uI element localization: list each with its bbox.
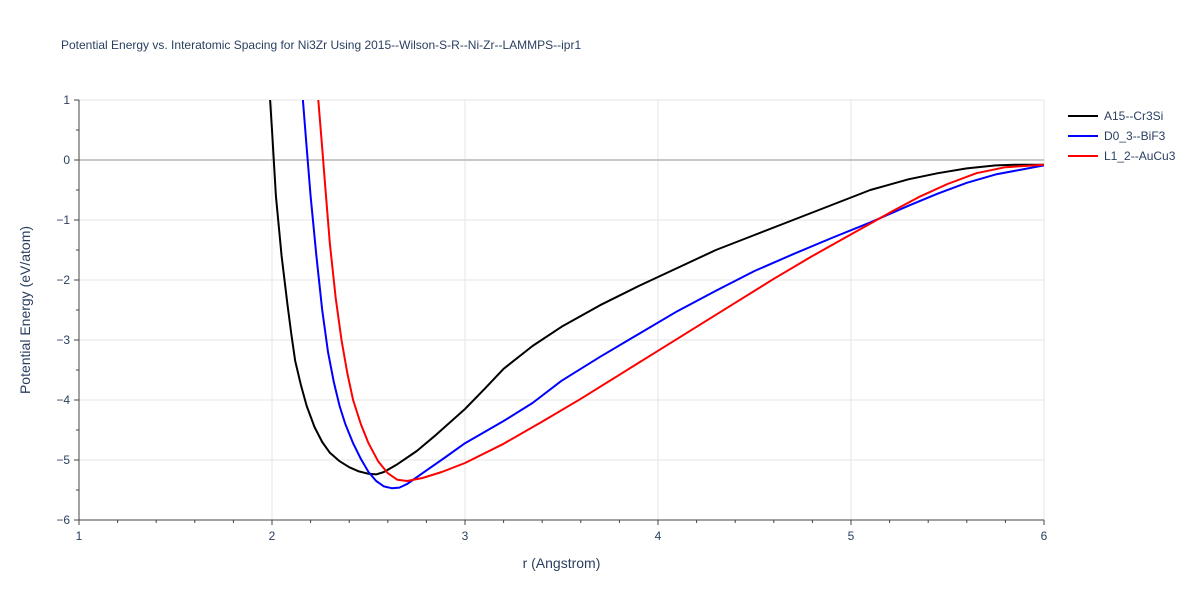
series-line-a15-cr3si [269,100,1044,476]
legend-item-d0-3-bif3[interactable]: D0_3--BiF3 [1068,129,1166,143]
x-tick-label: 5 [848,529,855,543]
legend-label: L1_2--AuCu3 [1104,149,1176,163]
legend[interactable]: A15--Cr3Si D0_3--BiF3 L1_2--AuCu3 [1068,109,1176,163]
tick-labels: 1 2 3 4 5 6 1 0 −1 −2 −3 −4 −5 −6 [56,93,1047,543]
y-tick-label: −2 [56,273,70,287]
y-tick-label: −4 [56,393,70,407]
x-tick-label: 3 [462,529,469,543]
legend-item-l1-2-aucu3[interactable]: L1_2--AuCu3 [1068,149,1176,163]
y-tick-label: −1 [56,213,70,227]
legend-label: A15--Cr3Si [1104,109,1163,123]
series-line-d0-3-bif3 [301,100,1044,490]
x-axis-title: r (Angstrom) [523,555,601,571]
x-tick-label: 1 [76,529,83,543]
x-tick-label: 2 [269,529,276,543]
y-tick-label: −3 [56,333,70,347]
x-tick-label: 6 [1041,529,1048,543]
legend-item-a15-cr3si[interactable]: A15--Cr3Si [1068,109,1163,123]
grid [79,99,1045,520]
y-tick-label: 0 [63,153,70,167]
y-tick-label: −5 [56,453,70,467]
data-series [269,100,1044,490]
y-tick-label: 1 [63,93,70,107]
y-tick-label: −6 [56,513,70,527]
y-axis-title: Potential Energy (eV/atom) [17,226,33,394]
chart-title: Potential Energy vs. Interatomic Spacing… [61,38,582,52]
legend-label: D0_3--BiF3 [1104,129,1166,143]
axes [74,99,1045,525]
x-tick-label: 4 [655,529,662,543]
series-line-l1-2-aucu3 [317,100,1044,482]
